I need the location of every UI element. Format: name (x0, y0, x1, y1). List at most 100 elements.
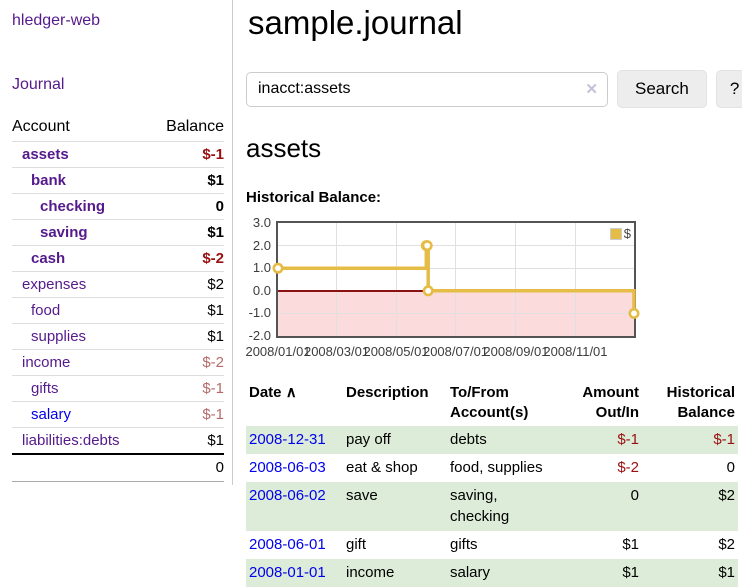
x-axis-tick-label: 2008/07/01 (422, 344, 489, 359)
register-row: 2008-06-02 save saving, checking 0 $2 (246, 482, 738, 531)
account-row: supplies $1 (12, 323, 224, 350)
account-link[interactable]: gifts (31, 380, 59, 397)
transaction-date-link[interactable]: 2008-12-31 (249, 431, 326, 448)
transaction-description: gift (346, 536, 367, 553)
account-link[interactable]: supplies (31, 328, 87, 345)
data-point-marker (628, 307, 640, 319)
transaction-date-link[interactable]: 2008-06-02 (249, 487, 326, 504)
gridline (278, 312, 634, 314)
transaction-date-link[interactable]: 2008-01-01 (249, 564, 326, 581)
search-input[interactable] (246, 71, 608, 107)
transaction-balance: $1 (718, 564, 735, 581)
account-row: food $1 (12, 297, 224, 324)
account-balance: $1 (207, 172, 224, 189)
account-balance: $-2 (202, 354, 224, 371)
account-row: gifts $-1 (12, 375, 224, 402)
accounts-table: Account Balance assets $-1 bank $1 checking 0… (12, 115, 224, 482)
transaction-accounts: debts (450, 431, 487, 448)
y-axis-tick-label: 1.0 (252, 260, 271, 276)
account-row: liabilities:debts $1 (12, 427, 224, 455)
account-row: income $-2 (12, 349, 224, 376)
chart-title: Historical Balance: (246, 189, 382, 206)
account-balance: $1 (207, 302, 224, 319)
transaction-accounts: saving, checking (450, 487, 510, 525)
search-button[interactable]: Search (617, 70, 707, 108)
data-point-marker (422, 285, 434, 297)
account-link[interactable]: liabilities:debts (22, 432, 120, 449)
legend-label: $ (623, 226, 631, 241)
register-row: 2008-01-01 income salary $1 $1 (246, 559, 738, 587)
account-row: salary $-1 (12, 401, 224, 428)
search-input-wrap: ✕ (246, 71, 608, 107)
account-link[interactable]: checking (40, 198, 106, 215)
gridline (278, 245, 634, 247)
account-balance: $1 (207, 432, 224, 449)
account-row: bank $1 (12, 167, 224, 194)
transaction-amount: $-1 (617, 431, 639, 448)
app-title-link[interactable]: hledger-web (12, 12, 101, 29)
clear-search-icon[interactable]: ✕ (585, 80, 598, 98)
chart-plot-area: $ (272, 221, 640, 338)
data-point-marker (421, 240, 433, 252)
sidebar: hledger-web Journal Account Balance asse… (0, 0, 233, 485)
transaction-balance: 0 (726, 459, 735, 476)
account-link[interactable]: expenses (22, 276, 87, 293)
account-link[interactable]: income (22, 354, 71, 371)
legend-swatch (609, 227, 622, 240)
account-link[interactable]: salary (31, 406, 72, 423)
accounts-total-value: 0 (215, 459, 224, 476)
account-row: checking 0 (12, 193, 224, 220)
historical-balance-chart: $ 3.0 2.0 1.0 0.0 -1.0 -2.0 2008/01/01 2008/03/… (245, 216, 686, 359)
register-row: 2008-06-01 gift gifts $1 $2 (246, 531, 738, 559)
transaction-amount: $1 (622, 564, 639, 581)
account-balance: $-1 (202, 380, 224, 397)
account-link[interactable]: bank (31, 172, 67, 189)
register-header-date[interactable]: Date ∧ (249, 384, 297, 401)
register-table: Date ∧ Description To/From Account(s) Am… (246, 380, 738, 587)
account-row: expenses $2 (12, 271, 224, 298)
transaction-description: income (346, 564, 395, 581)
register-tbody: 2008-12-31 pay off debts $-1 $-1 2008-06-03 ea… (246, 426, 738, 587)
account-balance: $1 (207, 224, 224, 241)
account-link[interactable]: cash (31, 250, 66, 267)
account-balance: $-1 (202, 406, 224, 423)
x-axis-tick-label: 2008/11/01 (543, 344, 608, 359)
main-content: sample.journal ✕ Search ? assets Histori… (233, 0, 742, 587)
sidebar-item-journal[interactable]: Journal (12, 76, 65, 93)
x-axis-tick-label: 2008/05/01 (363, 344, 429, 359)
account-row: cash $-2 (12, 245, 224, 272)
y-axis-tick-label: -1.0 (248, 305, 271, 321)
accounts-total-row: 0 (12, 454, 224, 482)
transaction-balance: $2 (718, 487, 735, 504)
search-form: ✕ Search ? (246, 70, 742, 108)
balance-line-series (272, 240, 640, 319)
account-link[interactable]: food (31, 302, 61, 319)
spacer (12, 454, 150, 482)
transaction-date-link[interactable]: 2008-06-03 (249, 459, 326, 476)
accounts-header-row: Account Balance (12, 115, 224, 142)
account-balance: $-2 (202, 250, 224, 267)
transaction-amount: 0 (630, 487, 639, 504)
help-button[interactable]: ? (715, 70, 742, 108)
y-axis-tick-label: 0.0 (252, 282, 271, 298)
transaction-description: save (346, 487, 378, 504)
transaction-date-link[interactable]: 2008-06-01 (249, 536, 326, 553)
data-point-marker (272, 262, 284, 274)
register-header-balance: Historical Balance (666, 384, 735, 421)
register-row: 2008-12-31 pay off debts $-1 $-1 (246, 426, 738, 454)
register-header-row: Date ∧ Description To/From Account(s) Am… (246, 380, 738, 426)
register-header-description: Description (346, 384, 429, 401)
transaction-description: eat & shop (346, 459, 418, 476)
register-header-accounts: To/From Account(s) (450, 384, 529, 421)
chart-legend: $ (609, 226, 631, 241)
account-row: saving $1 (12, 219, 224, 246)
account-link[interactable]: assets (22, 146, 69, 163)
account-balance: $1 (207, 328, 224, 345)
gridline (515, 223, 517, 336)
account-link[interactable]: saving (40, 224, 88, 241)
transaction-accounts: salary (450, 564, 491, 581)
transaction-accounts: gifts (450, 536, 478, 553)
y-axis-tick-label: 2.0 (252, 237, 271, 253)
page-title: sample.journal (248, 4, 463, 41)
